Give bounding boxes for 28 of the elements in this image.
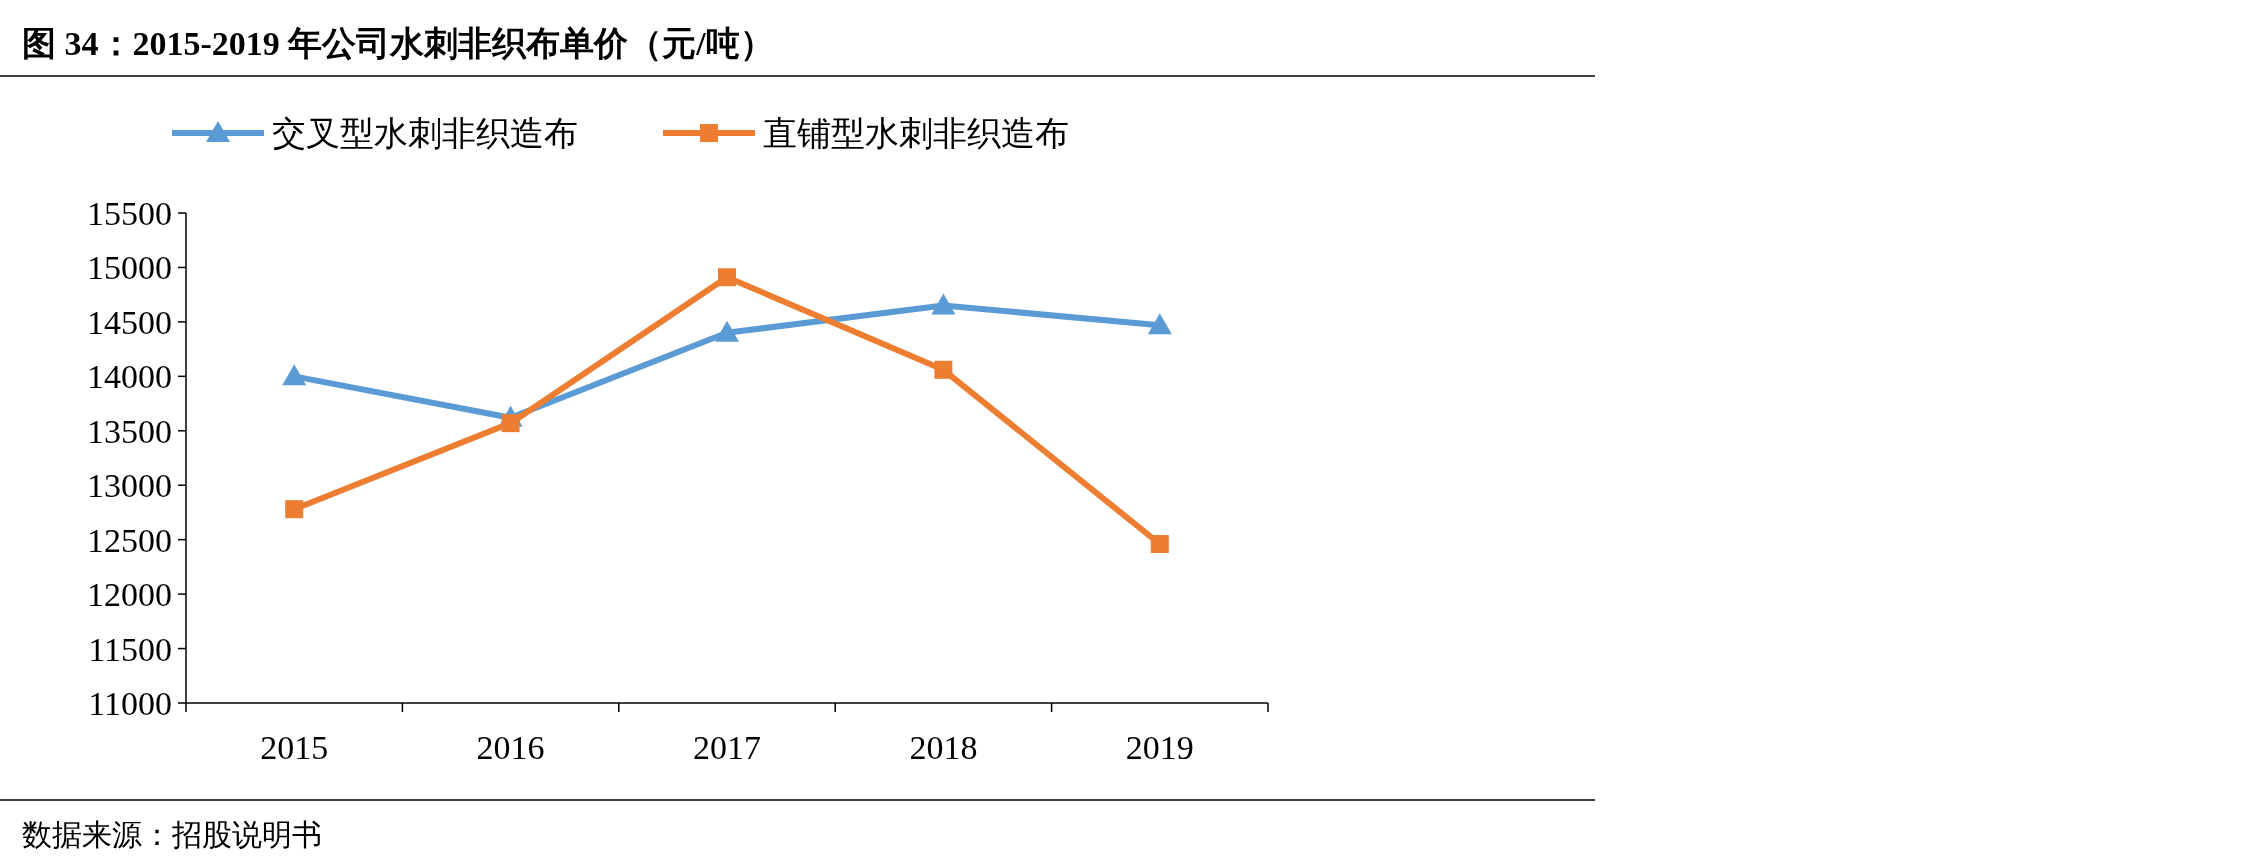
x-tick-label: 2018 bbox=[909, 729, 978, 766]
point bbox=[282, 364, 307, 386]
plot: 11000 11500 12000 12500 13000 13500 14000 14500 15000 15500 2015 2016 2017 2018 2019 bbox=[87, 195, 1269, 766]
y-tick-label: 13000 bbox=[87, 467, 172, 505]
y-tick-label: 15500 bbox=[87, 195, 172, 232]
y-tick-label: 12000 bbox=[87, 576, 172, 614]
y-tick-label: 15000 bbox=[87, 249, 172, 287]
point bbox=[1150, 535, 1169, 554]
point bbox=[934, 360, 953, 379]
x-tick-label: 2017 bbox=[693, 729, 761, 766]
y-tick-label: 12500 bbox=[87, 521, 172, 559]
y-tick-label: 11000 bbox=[88, 685, 172, 722]
y-tick-label: 13500 bbox=[87, 412, 172, 450]
y-tick-label: 14500 bbox=[87, 303, 172, 341]
chart-title: 图 34：2015-2019 年公司水刺非织布单价（元/吨） bbox=[22, 25, 774, 62]
point bbox=[285, 500, 304, 519]
x-tick-label: 2016 bbox=[476, 729, 545, 766]
legend-label: 交叉型水刺非织造布 bbox=[272, 115, 578, 152]
x-tick-label: 2019 bbox=[1125, 729, 1194, 766]
x-tick-label: 2015 bbox=[260, 729, 329, 766]
point bbox=[715, 320, 739, 342]
y-tick-label: 11500 bbox=[88, 630, 172, 668]
point bbox=[1147, 313, 1172, 335]
legend-label: 直铺型水刺非织造布 bbox=[763, 115, 1069, 152]
point bbox=[718, 268, 736, 287]
point bbox=[931, 293, 956, 315]
y-tick-label: 14000 bbox=[87, 358, 172, 396]
source-note: 数据来源：招股说明书 bbox=[22, 818, 322, 851]
